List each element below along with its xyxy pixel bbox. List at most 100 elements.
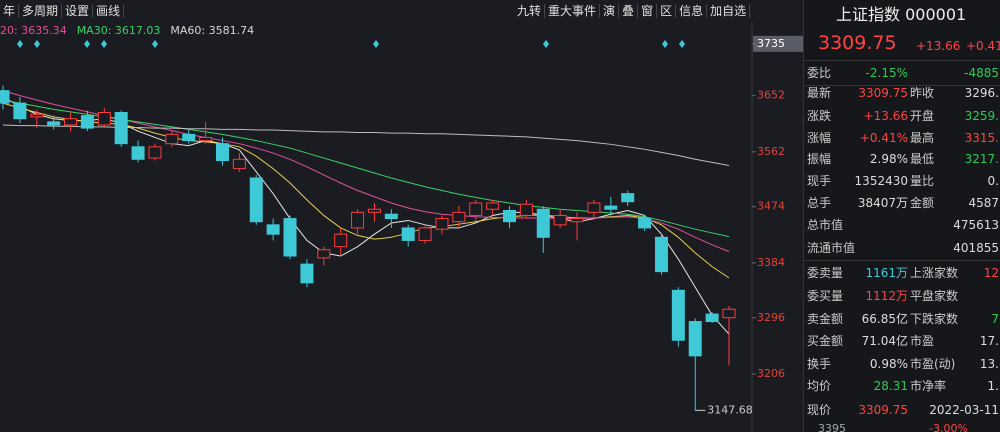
divider bbox=[804, 60, 1000, 61]
panel-cell: 上涨家数 bbox=[910, 266, 959, 280]
candle-body bbox=[503, 209, 517, 223]
candle-body bbox=[30, 113, 44, 118]
panel-cell: 66.85亿 bbox=[861, 312, 908, 326]
candle-body bbox=[199, 136, 213, 142]
chart: 20: 3635.34 MA30: 3617.03 MA60: 3581.74 320… bbox=[0, 22, 803, 432]
panel-cell: 市盈 bbox=[910, 334, 935, 348]
panel-cell: 市盈(动) bbox=[910, 357, 956, 371]
panel-cell: 买金额 bbox=[807, 334, 844, 348]
change: +13.66 bbox=[916, 39, 961, 53]
panel-cell: 卖金额 bbox=[807, 312, 844, 326]
candle-body bbox=[47, 121, 61, 126]
panel-cell: 换手 bbox=[807, 357, 832, 371]
index-name: 上证指数 000001 bbox=[836, 6, 966, 24]
candle-body bbox=[722, 308, 736, 319]
ma-line bbox=[2, 124, 730, 167]
toolbar-button[interactable]: 画线 bbox=[93, 4, 125, 18]
candle-body bbox=[604, 205, 618, 210]
y-tick-label: 3652 bbox=[757, 89, 785, 102]
candle-body bbox=[401, 227, 415, 241]
panel-cell: 现价 bbox=[807, 403, 832, 417]
panel-cell: -4885 bbox=[964, 66, 999, 80]
panel-cell: 昨收 bbox=[910, 86, 935, 100]
panel-cell: 涨幅 bbox=[807, 131, 832, 145]
candle-body bbox=[232, 158, 246, 170]
toolbar-button[interactable]: 区 bbox=[657, 4, 677, 18]
candle-body bbox=[469, 202, 483, 216]
code: 000001 bbox=[905, 5, 967, 24]
divider bbox=[804, 85, 1000, 86]
toolbar-button[interactable]: 九转 bbox=[514, 4, 546, 18]
tick-highlight bbox=[753, 35, 803, 52]
panel-cell: +13.66 bbox=[863, 109, 908, 123]
panel-cell: 0.98% bbox=[869, 357, 908, 371]
panel-cell: 17. bbox=[979, 334, 999, 348]
panel-cell: 均价 bbox=[807, 379, 832, 393]
panel-cell: 3217. bbox=[964, 152, 999, 166]
candle-body bbox=[283, 218, 297, 257]
ma-legend: 20: 3635.34 bbox=[0, 24, 67, 37]
panel-cell: 涨跌 bbox=[807, 109, 832, 123]
panel-footer: 3395 bbox=[818, 422, 846, 432]
candle-body bbox=[536, 208, 550, 238]
candle-body bbox=[418, 227, 432, 241]
toolbar-button[interactable]: 信息 bbox=[676, 4, 708, 18]
panel-cell: 下跌家数 bbox=[910, 312, 959, 326]
panel-cell: 现手 bbox=[807, 174, 832, 188]
panel-cell: 4587 bbox=[968, 196, 999, 210]
toolbar-left: 年多周期 设置 画线 bbox=[0, 0, 125, 22]
ma-line bbox=[2, 102, 730, 279]
panel-cell: 振幅 bbox=[807, 152, 832, 166]
toolbar-button[interactable]: 演 bbox=[600, 4, 620, 18]
candle-body bbox=[317, 249, 331, 259]
candle-body bbox=[705, 313, 719, 323]
candle-body bbox=[131, 146, 145, 160]
panel-cell: 28.31 bbox=[873, 379, 908, 393]
toolbar-button[interactable]: 加自选 bbox=[707, 4, 751, 18]
candle-body bbox=[351, 211, 365, 229]
candle-body bbox=[266, 224, 280, 235]
panel-cell: 71.04亿 bbox=[861, 334, 908, 348]
low-label: 3147.68 bbox=[707, 403, 753, 416]
toolbar-button[interactable]: 设置 bbox=[62, 4, 94, 18]
panel-cell: 流通市值 bbox=[807, 241, 856, 255]
panel-cell: 3296. bbox=[964, 86, 999, 100]
panel-cell: 最低 bbox=[910, 152, 935, 166]
candle-body bbox=[654, 236, 668, 273]
quote-panel: 上证指数 000001 3309.75 +13.66 +0.41 委比 -2.15… bbox=[803, 0, 1000, 432]
panel-cell: 总手 bbox=[807, 196, 832, 210]
candle-body bbox=[249, 177, 263, 223]
toolbar-button[interactable]: 叠 bbox=[619, 4, 639, 18]
panel-cell: 3309.75 bbox=[858, 86, 908, 100]
candle-body bbox=[13, 102, 27, 120]
y-tick-label: 3474 bbox=[757, 200, 785, 213]
candle-body bbox=[587, 202, 601, 213]
candle-body bbox=[435, 218, 449, 230]
candle-body bbox=[570, 218, 584, 223]
panel-cell: 委卖量 bbox=[807, 266, 844, 280]
panel-cell: 金额 bbox=[910, 196, 935, 210]
panel-cell: 0. bbox=[987, 174, 999, 188]
price: 3309.75 bbox=[818, 32, 897, 54]
y-tick-label: 3206 bbox=[757, 367, 785, 380]
divider bbox=[804, 260, 1000, 261]
name: 上证指数 bbox=[836, 5, 901, 24]
candle-body bbox=[621, 193, 635, 203]
candle-body bbox=[0, 90, 10, 104]
pct: +0.41 bbox=[966, 39, 1000, 53]
toolbar-button[interactable]: 多周期 bbox=[19, 4, 63, 18]
candle-body bbox=[452, 211, 466, 223]
candle-body bbox=[334, 233, 348, 248]
toolbar-button[interactable]: 重大事件 bbox=[545, 4, 601, 18]
candle-body bbox=[64, 118, 78, 126]
panel-cell: 3259. bbox=[964, 109, 999, 123]
event-markers bbox=[17, 40, 685, 48]
candle-body bbox=[671, 289, 685, 341]
panel-cell: +0.41% bbox=[859, 131, 908, 145]
ma-line bbox=[2, 90, 730, 253]
toolbar-button[interactable]: 窗 bbox=[638, 4, 658, 18]
panel-cell: 最新 bbox=[807, 86, 832, 100]
toolbar-button[interactable]: 年 bbox=[0, 4, 20, 18]
panel-cell: 市净率 bbox=[910, 379, 947, 393]
